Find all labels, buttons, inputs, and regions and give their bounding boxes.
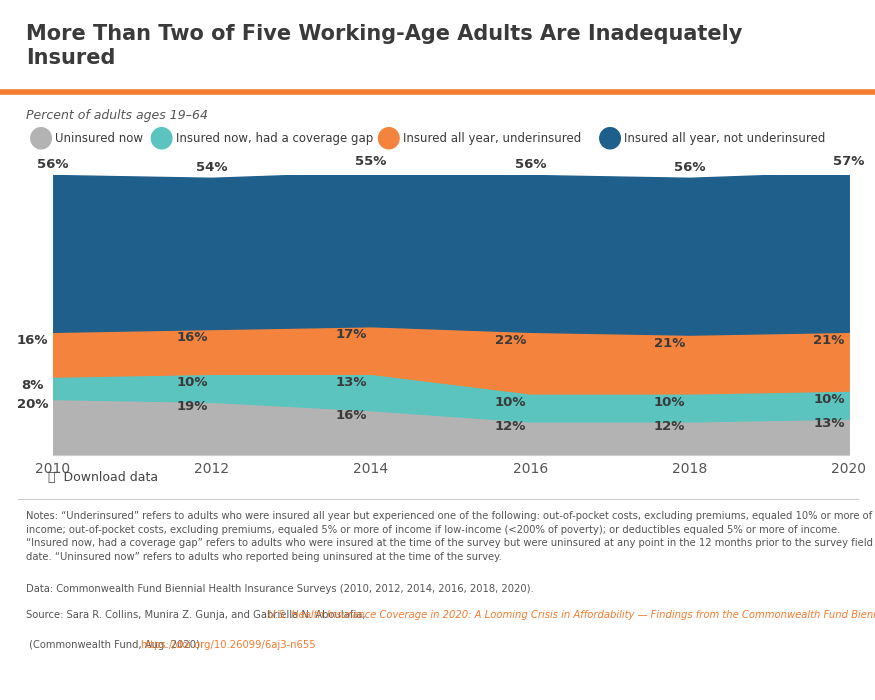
Ellipse shape <box>151 127 172 149</box>
Text: Percent of adults ages 19–64: Percent of adults ages 19–64 <box>26 108 208 122</box>
Text: Notes: “Underinsured” refers to adults who were insured all year but experienced: Notes: “Underinsured” refers to adults w… <box>26 511 873 562</box>
Text: ⤓  Download data: ⤓ Download data <box>48 471 158 484</box>
Text: 10%: 10% <box>654 395 685 409</box>
Text: 12%: 12% <box>654 420 685 433</box>
Text: 16%: 16% <box>17 334 48 347</box>
Text: 19%: 19% <box>176 400 207 414</box>
Text: 16%: 16% <box>176 331 207 344</box>
Text: 56%: 56% <box>674 160 705 174</box>
Text: Uninsured now: Uninsured now <box>55 132 143 145</box>
Text: 13%: 13% <box>813 417 844 430</box>
Ellipse shape <box>599 127 620 149</box>
Text: 10%: 10% <box>176 376 207 389</box>
Text: 10%: 10% <box>813 393 844 406</box>
Text: 21%: 21% <box>813 334 844 347</box>
Text: 12%: 12% <box>494 420 526 433</box>
Text: 54%: 54% <box>196 160 228 174</box>
Text: Insured all year, not underinsured: Insured all year, not underinsured <box>624 132 825 145</box>
Text: More Than Two of Five Working-Age Adults Are Inadequately
Insured: More Than Two of Five Working-Age Adults… <box>26 25 743 69</box>
Ellipse shape <box>31 127 52 149</box>
Text: 55%: 55% <box>355 155 387 168</box>
Text: 22%: 22% <box>494 334 526 347</box>
Text: Insured all year, underinsured: Insured all year, underinsured <box>402 132 581 145</box>
Text: Insured now, had a coverage gap: Insured now, had a coverage gap <box>176 132 373 145</box>
Text: 56%: 56% <box>37 158 68 171</box>
Text: Source: Sara R. Collins, Munira Z. Gunja, and Gabriella N. Aboulafia,: Source: Sara R. Collins, Munira Z. Gunja… <box>26 610 369 620</box>
Ellipse shape <box>379 127 399 149</box>
Text: 17%: 17% <box>335 328 367 342</box>
Text: 8%: 8% <box>21 379 44 392</box>
Text: Data: Commonwealth Fund Biennial Health Insurance Surveys (2010, 2012, 2014, 201: Data: Commonwealth Fund Biennial Health … <box>26 584 534 594</box>
Text: U.S. Health Insurance Coverage in 2020: A Looming Crisis in Affordability — Find: U.S. Health Insurance Coverage in 2020: … <box>269 610 875 620</box>
Text: 13%: 13% <box>335 376 367 389</box>
Text: 56%: 56% <box>514 158 546 171</box>
Text: https://doi.org/10.26099/6aj3-n655: https://doi.org/10.26099/6aj3-n655 <box>140 640 316 650</box>
Text: (Commonwealth Fund, Aug. 2020).: (Commonwealth Fund, Aug. 2020). <box>26 640 206 650</box>
Text: 16%: 16% <box>335 409 367 422</box>
Text: 57%: 57% <box>833 155 864 168</box>
Text: 21%: 21% <box>654 337 685 350</box>
Text: 10%: 10% <box>494 395 526 409</box>
Text: 20%: 20% <box>17 398 48 411</box>
